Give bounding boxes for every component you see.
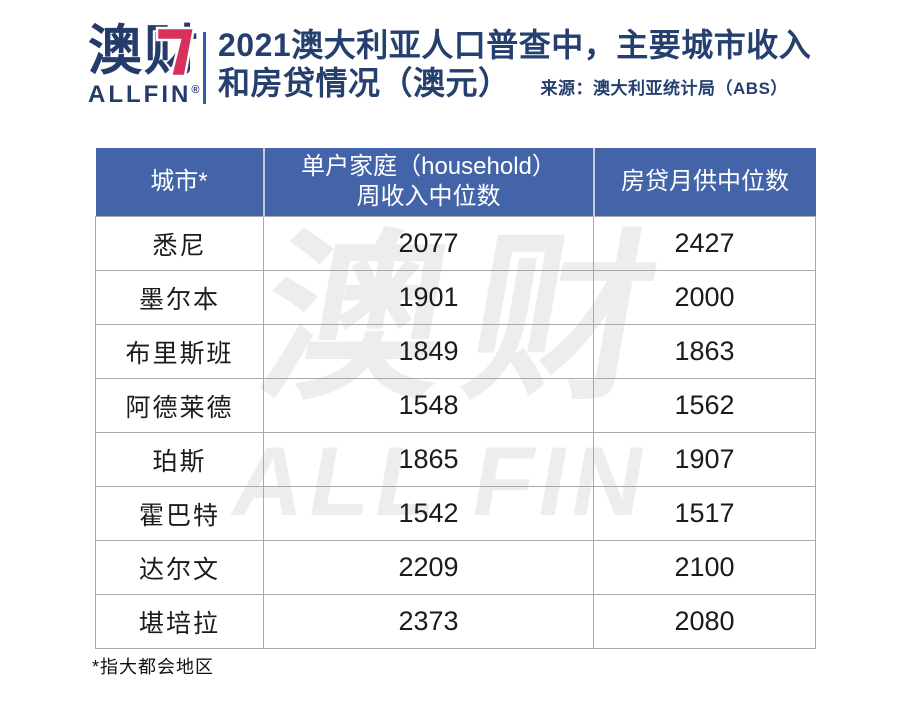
table-row: 悉尼 2077 2427 — [95, 216, 816, 271]
table-row: 布里斯班 1849 1863 — [95, 324, 816, 379]
column-header-city: 城市* — [95, 148, 264, 217]
city-cell: 堪培拉 — [95, 594, 264, 649]
title-line-2: 和房贷情况（澳元） — [218, 65, 511, 101]
mortgage-cell: 2000 — [593, 270, 816, 325]
income-cell: 1849 — [263, 324, 594, 379]
page-title: 2021澳大利亚人口普查中，主要城市收入 和房贷情况（澳元） 来源：澳大利亚统计… — [218, 26, 898, 108]
mortgage-cell: 1863 — [593, 324, 816, 379]
table-row: 阿德莱德 1548 1562 — [95, 378, 816, 433]
city-cell: 阿德莱德 — [95, 378, 264, 433]
table-row: 珀斯 1865 1907 — [95, 432, 816, 487]
income-cell: 1548 — [263, 378, 594, 433]
income-cell: 2077 — [263, 216, 594, 271]
income-cell: 2209 — [263, 540, 594, 595]
title-line-1: 2021澳大利亚人口普查中，主要城市收入 — [218, 27, 812, 63]
column-header-income-line2: 周收入中位数 — [356, 183, 501, 210]
mortgage-cell: 2080 — [593, 594, 816, 649]
table-header-row: 城市* 单户家庭（household） 周收入中位数 房贷月供中位数 — [95, 148, 816, 217]
mortgage-cell: 2427 — [593, 216, 816, 271]
column-header-income-line1: 单户家庭（household） — [301, 153, 556, 180]
census-data-table: 城市* 单户家庭（household） 周收入中位数 房贷月供中位数 悉尼 20… — [95, 148, 816, 649]
city-cell: 墨尔本 — [95, 270, 264, 325]
column-header-income: 单户家庭（household） 周收入中位数 — [262, 148, 594, 217]
table-row: 霍巴特 1542 1517 — [95, 486, 816, 541]
column-header-mortgage: 房贷月供中位数 — [592, 148, 816, 217]
city-cell: 珀斯 — [95, 432, 264, 487]
mortgage-cell: 1907 — [593, 432, 816, 487]
city-cell: 霍巴特 — [95, 486, 264, 541]
city-cell: 悉尼 — [95, 216, 264, 271]
brand-divider — [203, 32, 206, 104]
source-label: 来源：澳大利亚统计局（ABS） — [540, 79, 788, 98]
logo-allfin-label: ALLFIN — [88, 81, 192, 108]
logo-red-stroke-icon — [155, 26, 196, 78]
registered-trademark-symbol: ® — [191, 84, 200, 96]
brand-logo: 澳财 ALLFIN® — [88, 22, 208, 109]
logo-latin-text: ALLFIN® — [88, 81, 208, 109]
mortgage-cell: 1517 — [593, 486, 816, 541]
mortgage-cell: 2100 — [593, 540, 816, 595]
table-row: 达尔文 2209 2100 — [95, 540, 816, 595]
mortgage-cell: 1562 — [593, 378, 816, 433]
footnote: *指大都会地区 — [92, 657, 215, 677]
table-row: 堪培拉 2373 2080 — [95, 594, 816, 649]
income-cell: 2373 — [263, 594, 594, 649]
income-cell: 1901 — [263, 270, 594, 325]
table-row: 墨尔本 1901 2000 — [95, 270, 816, 325]
city-cell: 布里斯班 — [95, 324, 264, 379]
income-cell: 1542 — [263, 486, 594, 541]
income-cell: 1865 — [263, 432, 594, 487]
city-cell: 达尔文 — [95, 540, 264, 595]
